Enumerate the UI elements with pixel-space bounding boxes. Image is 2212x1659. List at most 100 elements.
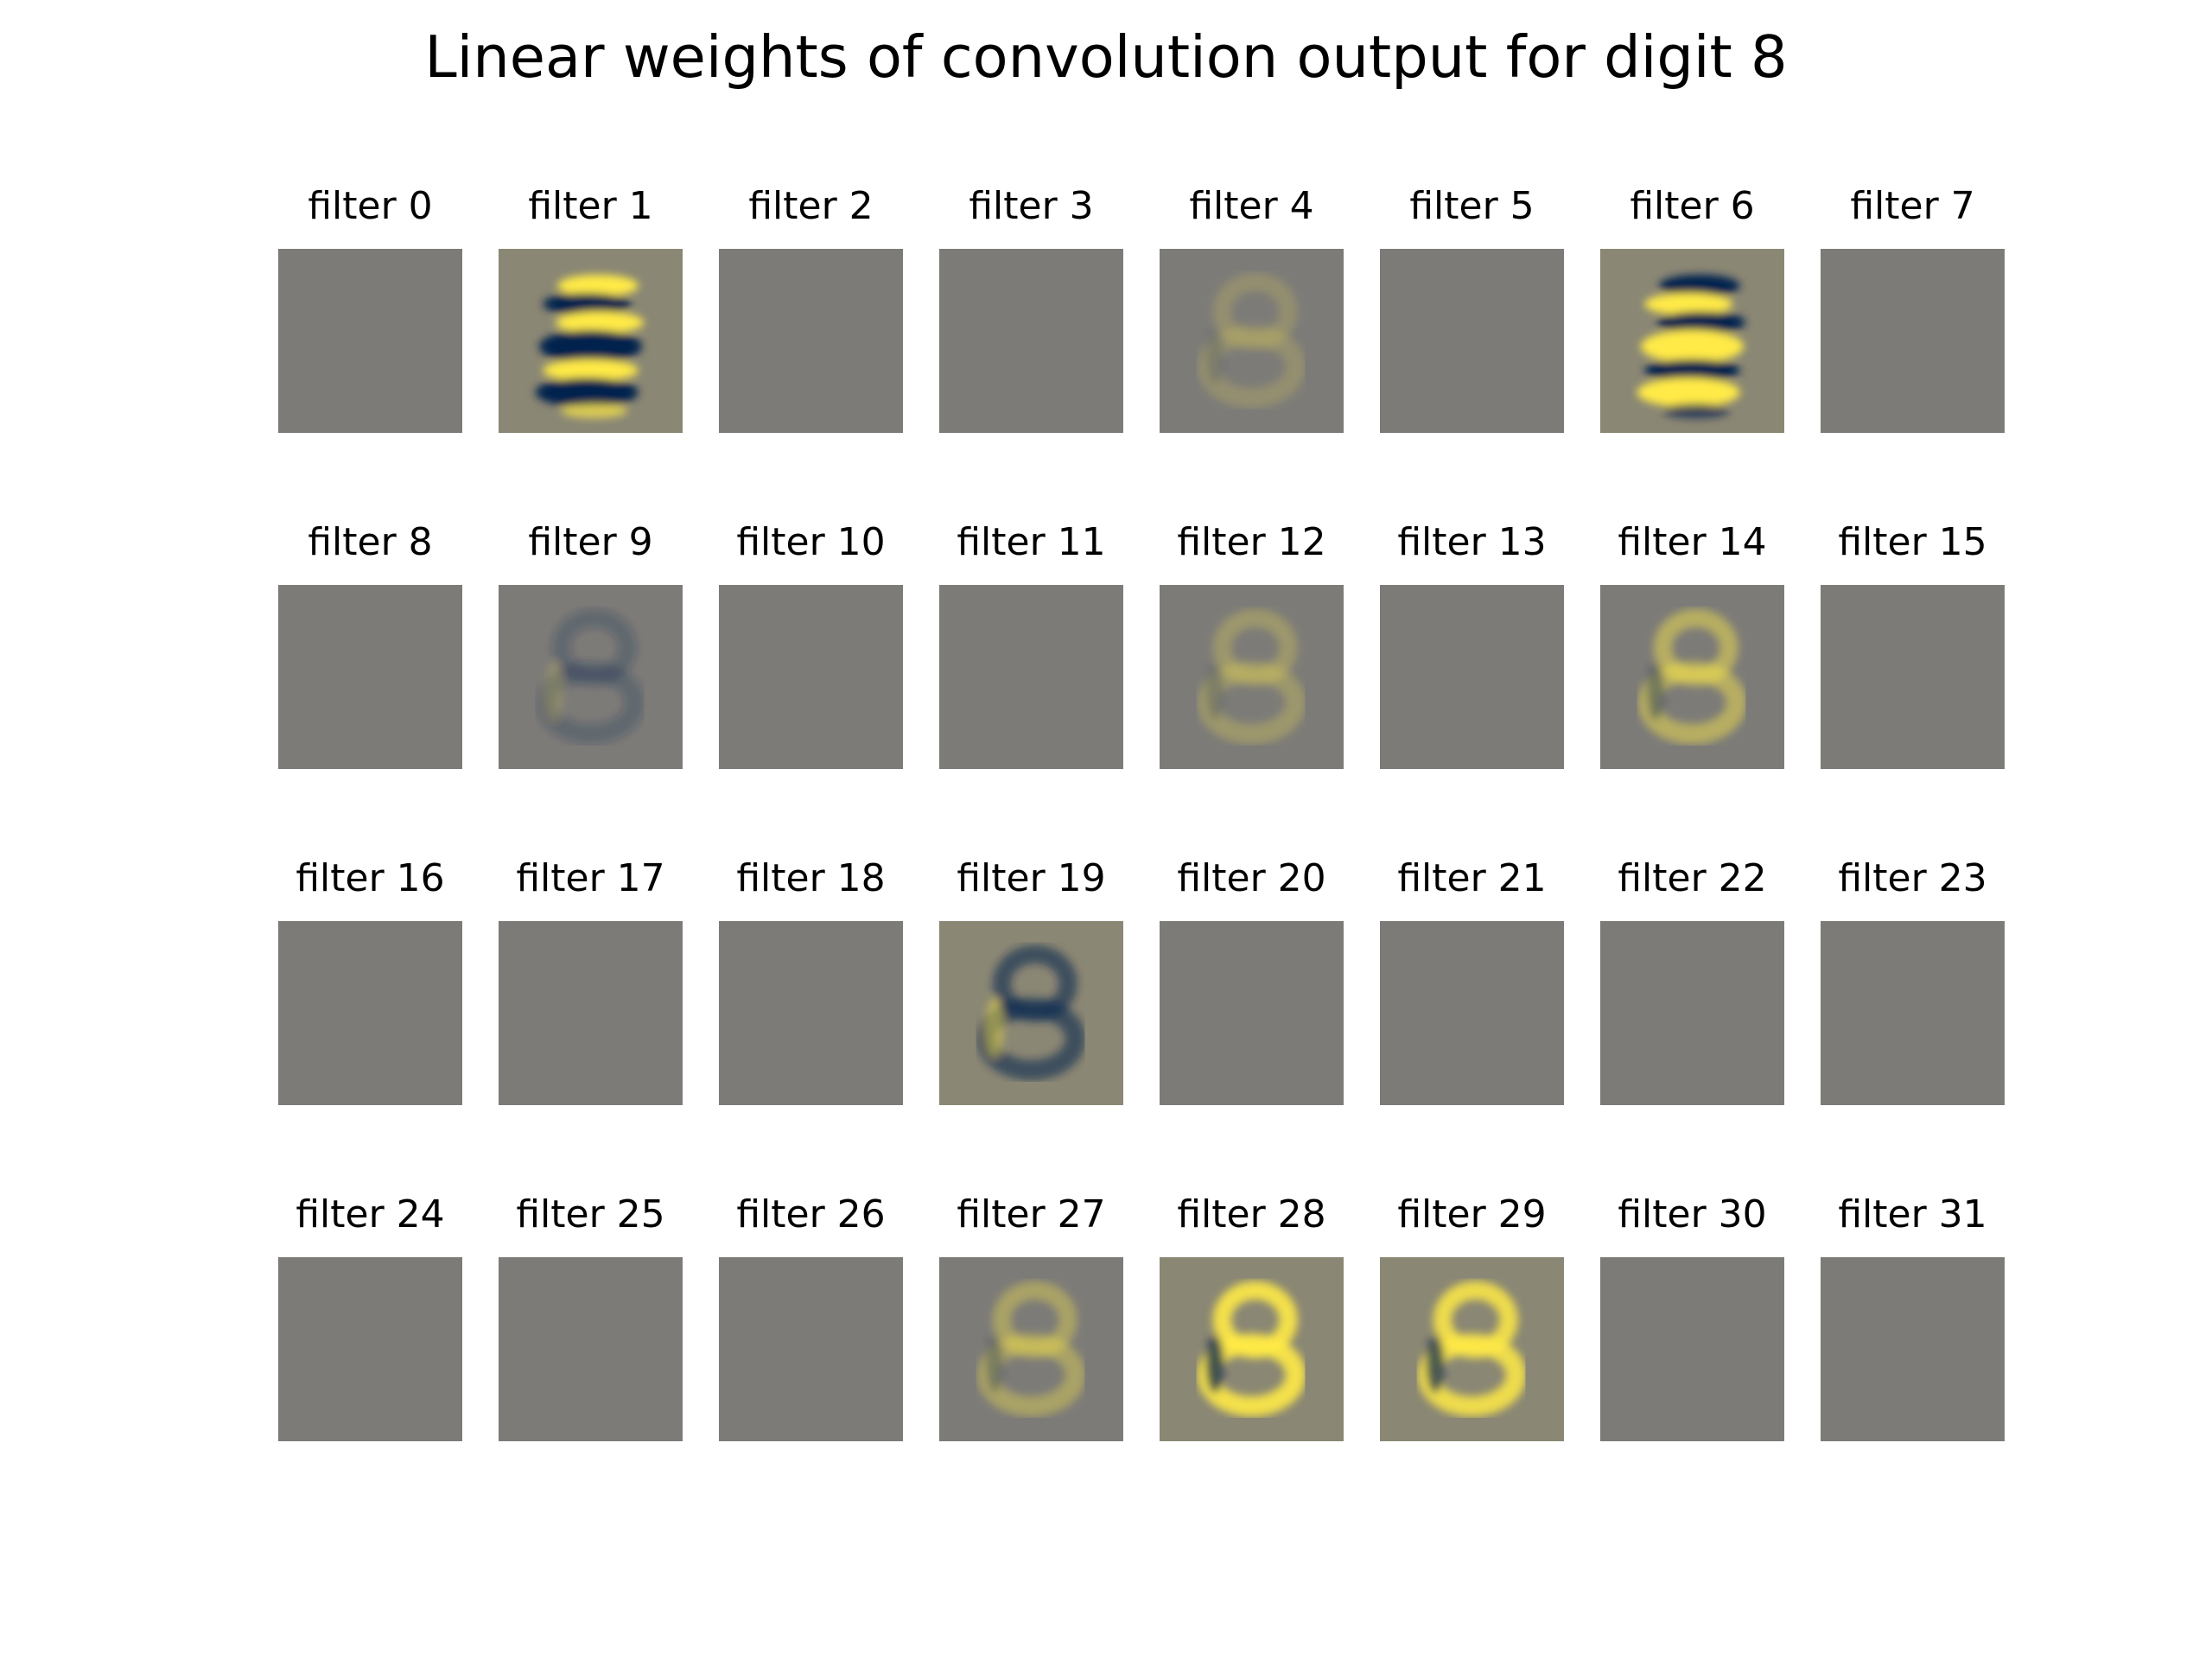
panel-title: filter 8	[308, 520, 433, 564]
panel-title: filter 19	[957, 856, 1106, 900]
heatmap-pattern	[1637, 274, 1746, 418]
filter-heatmap	[499, 1257, 683, 1441]
filter-heatmap	[1600, 921, 1784, 1105]
panel-title: filter 27	[957, 1192, 1106, 1236]
stripe-2	[543, 293, 632, 315]
panel-title: filter 2	[748, 184, 874, 228]
heatmap-image	[499, 249, 683, 433]
filter-heatmap	[278, 249, 462, 433]
heatmap-image	[1600, 249, 1784, 433]
panel-title: filter 4	[1189, 184, 1314, 228]
heatmap-image	[939, 249, 1123, 433]
digit-edge-stroke	[1205, 662, 1224, 721]
heatmap-pattern	[535, 274, 645, 418]
panel-title: filter 3	[969, 184, 1094, 228]
heatmap-background	[1600, 1257, 1784, 1441]
panel-title: filter 25	[516, 1192, 665, 1236]
digit-edge-stroke	[1426, 1334, 1445, 1394]
heatmap-image	[1821, 1257, 2005, 1441]
panel-title: filter 22	[1618, 856, 1767, 900]
filter-heatmap	[1380, 1257, 1564, 1441]
heatmap-background	[1600, 921, 1784, 1105]
panel-title: filter 15	[1838, 520, 1987, 564]
panel-title: filter 7	[1850, 184, 1975, 228]
heatmap-background	[1160, 921, 1344, 1105]
heatmap-pattern	[976, 1281, 1086, 1417]
heatmap-background	[1821, 585, 2005, 769]
panel-title: filter 9	[528, 520, 653, 564]
digit-edge-stroke	[544, 662, 563, 721]
heatmap-image	[939, 1257, 1123, 1441]
stripe-6	[535, 378, 639, 408]
heatmap-pattern	[536, 608, 645, 745]
digit-edge-stroke	[985, 998, 1004, 1058]
heatmap-image	[278, 249, 462, 433]
heatmap-image	[719, 1257, 903, 1441]
panel-title: filter 1	[528, 184, 653, 228]
heatmap-image	[719, 249, 903, 433]
filter-heatmap	[1380, 249, 1564, 433]
filter-heatmap	[278, 585, 462, 769]
heatmap-background	[719, 1257, 903, 1441]
filter-heatmap	[1380, 585, 1564, 769]
panel-title: filter 30	[1618, 1192, 1767, 1236]
filter-heatmap	[1160, 921, 1344, 1105]
filter-heatmap	[1600, 249, 1784, 433]
filter-heatmap	[1600, 585, 1784, 769]
heatmap-background	[278, 921, 462, 1105]
heatmap-background	[719, 585, 903, 769]
heatmap-pattern	[1197, 1281, 1306, 1417]
panel-title: filter 23	[1838, 856, 1987, 900]
panel-title: filter 20	[1177, 856, 1326, 900]
panel-title: filter 13	[1397, 520, 1547, 564]
heatmap-image	[1380, 921, 1564, 1105]
heatmap-image	[1380, 585, 1564, 769]
heatmap-background	[278, 1257, 462, 1441]
panel-title: filter 11	[957, 520, 1106, 564]
filter-heatmap	[719, 1257, 903, 1441]
panel-title: filter 12	[1177, 520, 1326, 564]
filter-heatmap	[719, 585, 903, 769]
panel-title: filter 18	[736, 856, 886, 900]
filter-heatmap	[1821, 1257, 2005, 1441]
heatmap-image	[1821, 921, 2005, 1105]
digit-edge-stroke	[1646, 662, 1665, 721]
filter-heatmap	[939, 921, 1123, 1105]
stripe-5	[543, 359, 639, 382]
stripe-3	[556, 311, 645, 334]
stripe-7	[561, 403, 628, 418]
heatmap-image	[1160, 1257, 1344, 1441]
filter-heatmap	[939, 249, 1123, 433]
filter-heatmap	[278, 1257, 462, 1441]
heatmap-pattern	[976, 944, 1086, 1081]
stripe-1	[557, 274, 639, 297]
panel-title: filter 26	[736, 1192, 886, 1236]
panel-title: filter 0	[308, 184, 433, 228]
panel-title: filter 17	[516, 856, 665, 900]
heatmap-background	[1380, 249, 1564, 433]
page-title: Linear weights of convolution output for…	[424, 23, 1788, 91]
filter-heatmap	[1160, 249, 1344, 433]
filter-heatmap	[1600, 1257, 1784, 1441]
heatmap-background	[939, 585, 1123, 769]
heatmap-image	[278, 921, 462, 1105]
heatmap-background	[1380, 921, 1564, 1105]
heatmap-image	[1821, 585, 2005, 769]
heatmap-image	[1821, 249, 2005, 433]
panel-title: filter 21	[1397, 856, 1547, 900]
panel-title: filter 10	[736, 520, 886, 564]
heatmap-image	[1380, 249, 1564, 433]
heatmap-background	[719, 249, 903, 433]
filter-heatmap	[1160, 585, 1344, 769]
filter-heatmap	[499, 249, 683, 433]
heatmap-image	[278, 585, 462, 769]
heatmap-image	[499, 1257, 683, 1441]
heatmap-image	[939, 585, 1123, 769]
digit-edge-stroke	[1205, 1334, 1224, 1394]
filter-heatmap	[1821, 249, 2005, 433]
heatmap-image	[1380, 1257, 1564, 1441]
panel-title: filter 31	[1838, 1192, 1987, 1236]
stripe-1	[1659, 274, 1740, 297]
panel-title: filter 29	[1397, 1192, 1547, 1236]
heatmap-image	[1160, 585, 1344, 769]
